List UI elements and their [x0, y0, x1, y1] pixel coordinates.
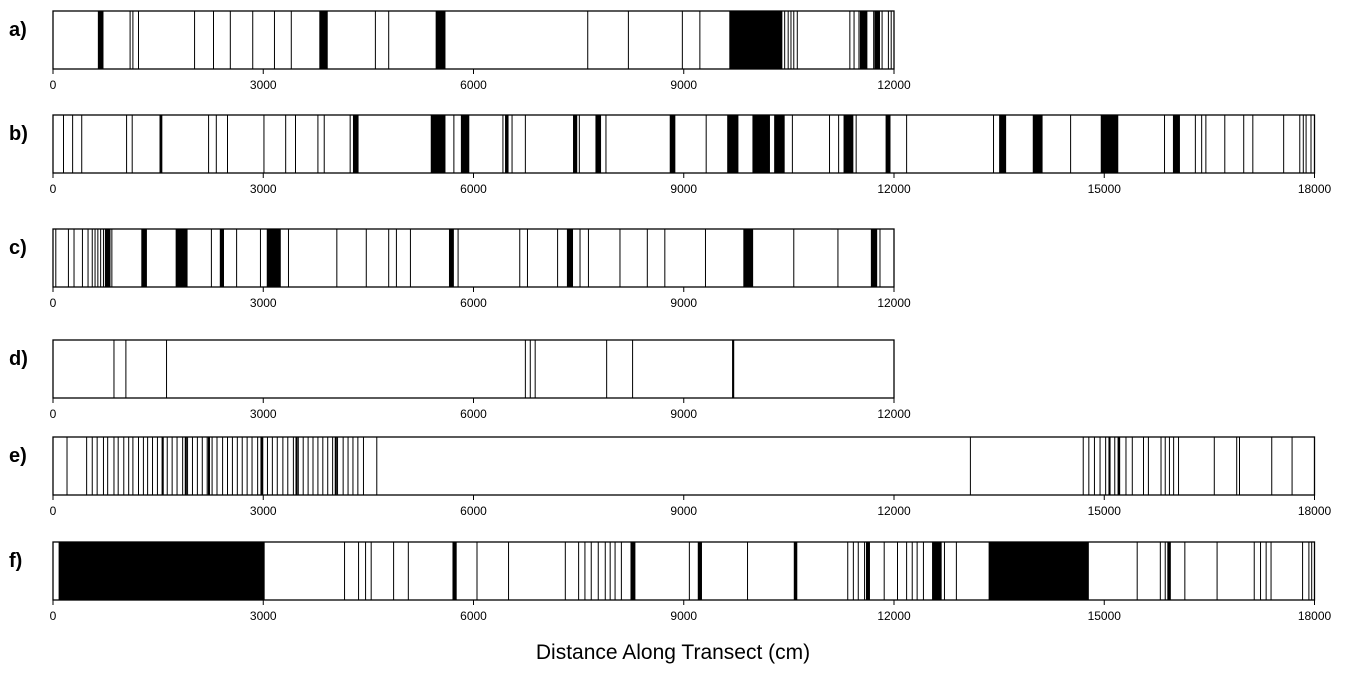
x-tick-label: 3000	[250, 407, 277, 421]
occupied-segment	[870, 229, 878, 287]
panel-a: 0 3000 6000 9000 12000	[50, 10, 911, 92]
occupied-segment	[865, 542, 870, 600]
x-tick-label: 0	[50, 78, 57, 92]
panel-e: 0 3000 6000 9000 12000 15000 18000	[50, 436, 1332, 518]
occupied-segment	[266, 229, 281, 287]
occupied-segment	[435, 11, 446, 69]
occupied-segment	[430, 115, 446, 173]
occupied-segment	[860, 11, 868, 69]
x-tick-label: 18000	[1298, 609, 1332, 623]
occupied-segment	[334, 437, 337, 495]
x-tick-label: 9000	[670, 609, 697, 623]
panel-c: 0 3000 6000 9000 12000	[50, 228, 911, 310]
occupied-segment	[999, 115, 1007, 173]
x-tick-label: 0	[50, 296, 57, 310]
occupied-segment	[843, 115, 854, 173]
occupied-segment	[219, 229, 225, 287]
panel-b: 0 3000 6000 9000 12000 15000 18000	[50, 114, 1332, 196]
occupied-segment	[352, 115, 359, 173]
occupied-segment	[460, 115, 470, 173]
occupied-segment	[295, 437, 298, 495]
x-tick-label: 12000	[877, 182, 911, 196]
x-tick-label: 12000	[877, 407, 911, 421]
x-tick-label: 0	[50, 609, 57, 623]
occupied-segment	[260, 437, 264, 495]
panel-label: a)	[9, 19, 27, 41]
occupied-segment	[697, 542, 702, 600]
x-tick-label: 3000	[250, 182, 277, 196]
x-tick-label: 9000	[670, 296, 697, 310]
occupied-segment	[505, 115, 509, 173]
transect-frame	[52, 114, 1316, 174]
occupied-segment	[988, 542, 1089, 600]
panel-label: c)	[9, 237, 27, 259]
occupied-segment	[1167, 542, 1171, 600]
x-tick-label: 15000	[1088, 182, 1122, 196]
panel-label: b)	[9, 123, 28, 145]
occupied-segment	[319, 11, 328, 69]
x-tick-label: 6000	[460, 182, 487, 196]
x-tick-label: 9000	[670, 78, 697, 92]
occupied-segment	[885, 115, 891, 173]
occupied-segment	[567, 229, 574, 287]
occupied-segment	[774, 115, 785, 173]
occupied-segment	[743, 229, 754, 287]
x-tick-label: 6000	[460, 407, 487, 421]
occupied-segment	[874, 11, 880, 69]
occupied-segment	[752, 115, 770, 173]
occupied-segment	[595, 115, 602, 173]
occupied-segment	[1172, 115, 1180, 173]
occupied-segment	[104, 229, 111, 287]
occupied-segment	[207, 437, 210, 495]
occupied-segment	[184, 437, 187, 495]
panel-label: f)	[9, 550, 23, 572]
x-tick-label: 18000	[1298, 504, 1332, 518]
occupied-segment	[448, 229, 454, 287]
occupied-segment	[159, 115, 163, 173]
x-tick-label: 12000	[877, 296, 911, 310]
x-tick-label: 9000	[670, 504, 697, 518]
x-tick-label: 12000	[877, 609, 911, 623]
occupied-segment	[573, 115, 578, 173]
x-tick-label: 15000	[1088, 504, 1122, 518]
x-tick-label: 12000	[877, 78, 911, 92]
x-tick-label: 0	[50, 504, 57, 518]
x-tick-label: 0	[50, 182, 57, 196]
occupied-segment	[1100, 115, 1119, 173]
x-tick-label: 12000	[877, 504, 911, 518]
panel-label: e)	[9, 445, 27, 467]
x-tick-label: 6000	[460, 504, 487, 518]
x-tick-label: 0	[50, 407, 57, 421]
x-tick-label: 6000	[460, 78, 487, 92]
transect-frame	[52, 339, 895, 399]
panel-d: 0 3000 6000 9000 12000	[50, 339, 911, 421]
x-tick-label: 3000	[250, 609, 277, 623]
x-tick-label: 15000	[1088, 609, 1122, 623]
x-axis-label: Distance Along Transect (cm)	[535, 641, 811, 664]
x-tick-label: 6000	[460, 609, 487, 623]
panel-f: 0 3000 6000 9000 12000 15000 18000	[50, 541, 1332, 623]
occupied-segment	[58, 542, 265, 600]
x-tick-label: 18000	[1298, 182, 1332, 196]
x-tick-label: 3000	[250, 78, 277, 92]
panel-label: d)	[9, 348, 28, 370]
x-tick-label: 3000	[250, 504, 277, 518]
occupied-segment	[1032, 115, 1043, 173]
x-tick-label: 9000	[670, 182, 697, 196]
x-tick-label: 3000	[250, 296, 277, 310]
occupied-segment	[669, 115, 676, 173]
occupied-segment	[1117, 437, 1120, 495]
occupied-segment	[932, 542, 942, 600]
occupied-segment	[729, 11, 782, 69]
occupied-segment	[175, 229, 188, 287]
x-tick-label: 6000	[460, 296, 487, 310]
occupied-segment	[727, 115, 739, 173]
x-tick-label: 9000	[670, 407, 697, 421]
occupied-segment	[630, 542, 636, 600]
occupied-segment	[97, 11, 104, 69]
